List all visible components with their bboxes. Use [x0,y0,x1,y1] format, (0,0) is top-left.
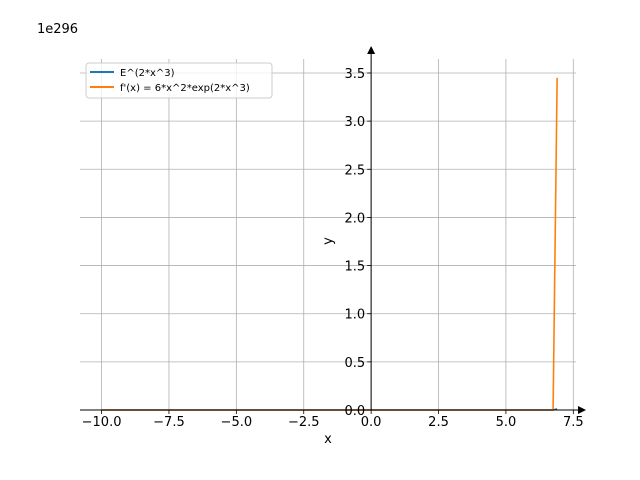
legend: E^(2*x^3) f'(x) = 6*x^2*exp(2*x^3) [85,62,273,99]
x-axis-label: x [324,432,332,447]
x-tick-label: −7.5 [153,415,185,430]
x-tick-label: −2.5 [288,415,320,430]
y-tick-label: 0.5 [344,356,365,371]
y-tick-label: 0.0 [344,404,365,419]
y-axis-label: y [321,237,336,245]
y-tick-label: 3.0 [344,115,365,130]
y-offset-text: 1e296 [37,22,78,37]
y-tick-label: 1.0 [344,308,365,323]
legend-frame [85,62,273,99]
y-tick-label: 1.5 [344,260,365,275]
y-tick-label: 2.5 [344,163,365,178]
axes [80,46,586,414]
legend-label-derivative-series: f'(x) = 6*x^2*exp(2*x^3) [120,83,250,94]
x-tick-label: 5.0 [496,415,517,430]
y-tick-label: 3.5 [344,67,365,82]
legend-label-e-series: E^(2*x^3) [120,68,175,79]
x-axis-arrow [578,406,586,414]
x-tick-label: −10.0 [82,415,122,430]
y-tick-label: 2.0 [344,211,365,226]
x-tick-label: 2.5 [428,415,449,430]
y-axis-arrow [367,46,376,54]
x-tick-label: 0.0 [361,415,382,430]
tick-labels: −10.0 −7.5 −5.0 −2.5 0.0 2.5 5.0 7.5 0.0 0.5 1.0 1.… [82,67,584,430]
grid [80,59,576,411]
x-tick-label: 7.5 [563,415,584,430]
x-tick-label: −5.0 [221,415,253,430]
